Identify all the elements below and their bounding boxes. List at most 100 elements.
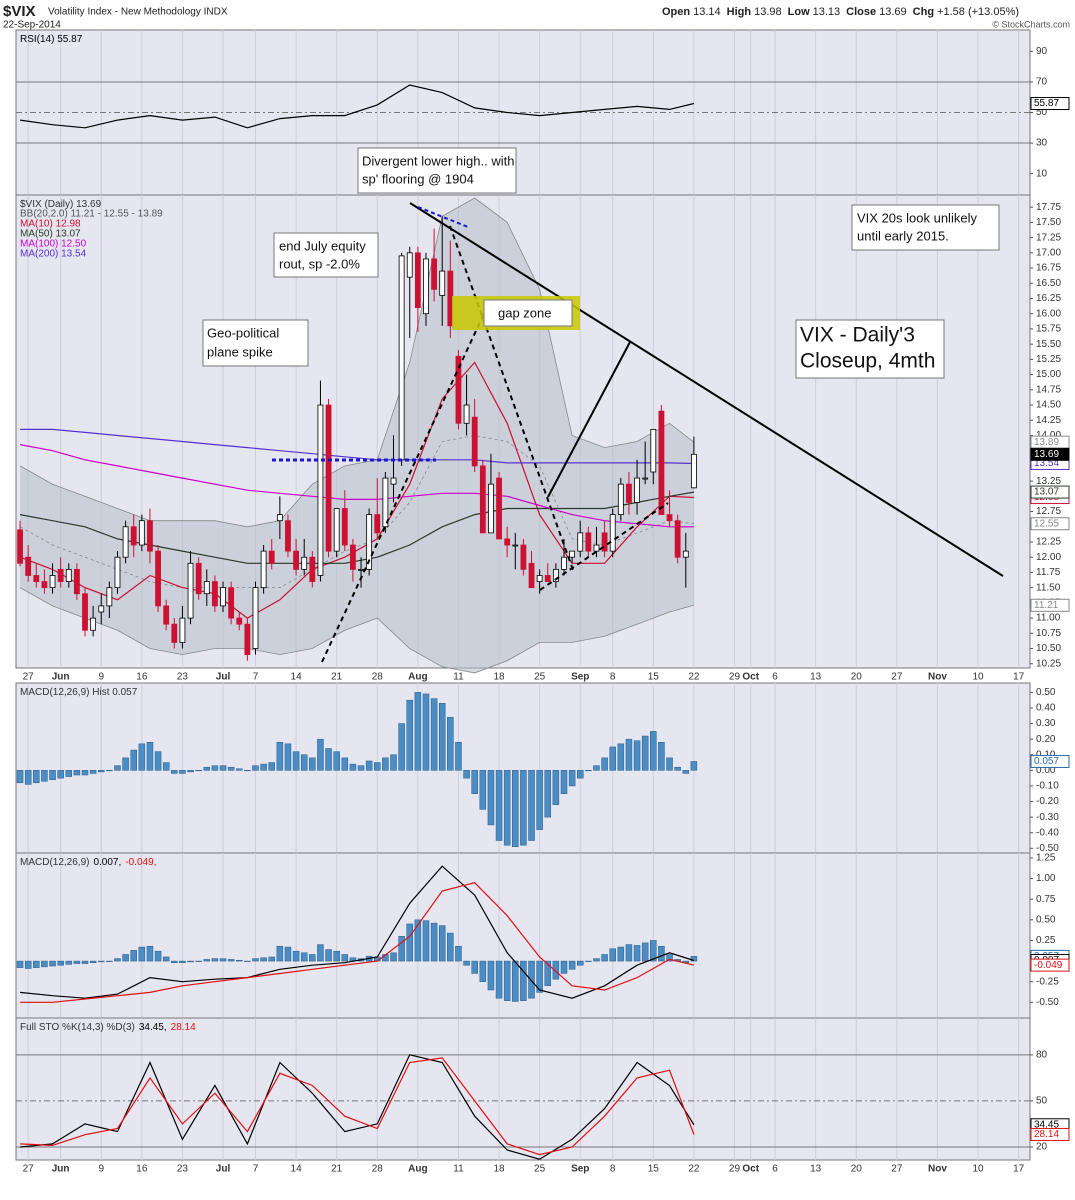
histogram-bar <box>512 960 519 1002</box>
histogram-bar <box>138 946 146 962</box>
y-tick-label: 80 <box>1036 1049 1048 1060</box>
x-tick-label: Nov <box>928 1164 947 1175</box>
histogram-bar <box>333 751 340 771</box>
candle-body <box>666 514 673 522</box>
value-tag: 13.89 <box>1034 437 1059 448</box>
candle-body <box>195 562 202 595</box>
candle-body <box>609 514 616 552</box>
histogram-bar <box>544 770 552 818</box>
y-tick-label: 17.25 <box>1036 232 1061 243</box>
y-tick-label: 11.50 <box>1036 582 1061 593</box>
value-tag: 0.057 <box>1034 756 1059 767</box>
histogram-bar <box>162 956 170 962</box>
annotation: until early 2015. <box>857 228 949 243</box>
candle-body <box>682 550 689 558</box>
y-tick-label: 30 <box>1036 138 1048 149</box>
y-tick-label: 0.40 <box>1036 703 1056 714</box>
annotation: Geo-political <box>207 325 279 340</box>
histogram-bar <box>390 754 397 771</box>
value-tag: -0.049 <box>1034 960 1063 971</box>
x-tick-label: 25 <box>534 1164 546 1175</box>
candle-body <box>544 575 551 582</box>
trend-line <box>409 202 1004 577</box>
histogram-bar <box>617 743 625 771</box>
histogram-bar <box>219 958 227 962</box>
histogram-bar <box>33 960 40 968</box>
histogram-bar <box>398 936 405 962</box>
histogram-bar <box>430 922 438 962</box>
histogram-bar <box>41 770 48 782</box>
histogram-bar <box>106 770 113 772</box>
panels: 103050709010.2510.5010.7511.0011.2511.50… <box>15 29 1061 1175</box>
histogram-bar <box>471 960 478 974</box>
y-tick-label: 10.75 <box>1036 628 1061 639</box>
candle-body <box>252 587 259 649</box>
histogram-bar <box>495 770 503 841</box>
histogram-bar <box>625 738 633 771</box>
candle-body <box>382 477 389 528</box>
histogram-bar <box>16 960 24 968</box>
histogram-bar <box>666 954 673 962</box>
candle-body <box>49 575 56 589</box>
candle-body <box>17 529 23 564</box>
histogram-bar <box>227 959 235 962</box>
legend-entry: 0.007, <box>93 857 121 868</box>
histogram-bar <box>585 770 592 772</box>
y-tick-label: -0.40 <box>1036 827 1059 838</box>
histogram-bar <box>658 945 665 962</box>
histogram-bar <box>512 770 519 848</box>
candle-body <box>414 252 421 309</box>
histogram-bar <box>24 770 32 785</box>
series-line <box>20 882 695 1003</box>
annotation-box <box>357 147 517 194</box>
x-tick-label: 11 <box>453 672 464 683</box>
histogram-bar <box>414 692 422 771</box>
histogram-bar <box>438 703 446 771</box>
y-tick-label: -0.30 <box>1036 812 1059 823</box>
candle-body <box>65 568 72 582</box>
candle-body <box>479 465 486 534</box>
histogram-bar <box>122 757 129 771</box>
histogram-bar <box>162 762 170 771</box>
candle-body <box>536 575 543 582</box>
x-tick-label: 18 <box>493 672 505 683</box>
x-tick-label: 22 <box>688 1164 700 1175</box>
histogram-bar <box>49 770 56 780</box>
legend-entry: -0.049, <box>125 857 156 868</box>
candle-body <box>333 508 340 552</box>
histogram-bar <box>560 960 568 974</box>
histogram-bar <box>284 946 292 962</box>
y-tick-label: 50 <box>1036 1096 1048 1107</box>
x-tick-label: 8 <box>610 672 616 683</box>
candle-body <box>114 556 121 589</box>
x-tick-label: 10 <box>972 672 984 683</box>
y-tick-label: 10 <box>1036 168 1048 179</box>
y-tick-label: 16.75 <box>1036 263 1061 274</box>
y-tick-label: 1.00 <box>1036 873 1056 884</box>
y-tick-label: 14.00 <box>1036 430 1061 441</box>
x-tick-label: 6 <box>772 672 778 683</box>
symbol-name: Volatility Index - New Methodology INDX <box>48 7 228 18</box>
histogram-bar <box>406 923 413 962</box>
value-tag: 12.55 <box>1034 518 1059 529</box>
histogram-bar <box>114 958 121 962</box>
quote-label: Open <box>662 6 690 18</box>
histogram-bar <box>422 920 430 962</box>
series-line <box>19 361 694 619</box>
y-tick-label: 12.00 <box>1036 552 1061 563</box>
histogram-bar <box>138 743 146 771</box>
histogram-bar <box>252 958 259 962</box>
histogram-bar <box>552 770 560 805</box>
histogram-bar <box>97 960 105 963</box>
histogram-bar <box>414 919 422 962</box>
x-tick-label: 28 <box>372 672 384 683</box>
y-tick-label: 17.00 <box>1036 247 1061 258</box>
candle-body <box>374 514 381 534</box>
candle-body <box>57 568 64 582</box>
date: 22-Sep-2014 <box>3 20 61 31</box>
histogram-bar <box>236 768 243 771</box>
candle-body <box>244 623 251 656</box>
candle-body <box>203 581 210 595</box>
histogram-bar <box>179 770 186 774</box>
